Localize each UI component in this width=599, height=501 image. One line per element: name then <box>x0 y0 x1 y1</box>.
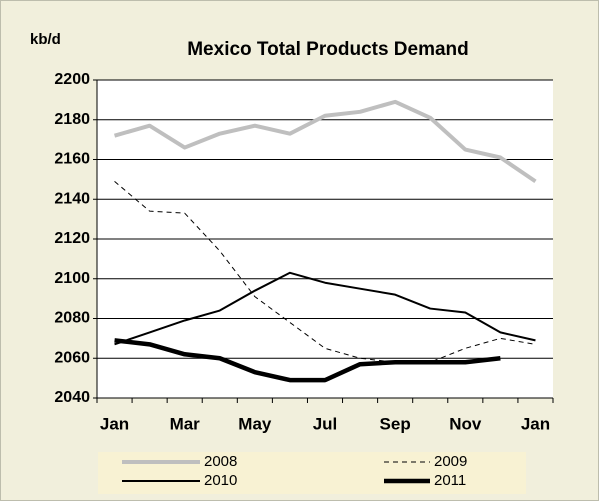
legend-label: 2011 <box>434 472 466 489</box>
series-line <box>114 271 536 346</box>
series-line <box>114 338 501 383</box>
chart-title: Mexico Total Products Demand <box>187 39 469 60</box>
x-tick-label: Mar <box>170 414 201 433</box>
y-tick-label: 2200 <box>54 71 90 88</box>
y-tick-label: 2040 <box>54 389 90 406</box>
x-tick-label: Jan <box>521 414 550 433</box>
x-tick-label: Nov <box>449 414 482 433</box>
x-tick-label: Sep <box>380 414 411 433</box>
legend-label: 2008 <box>204 453 237 470</box>
y-tick-label: 2180 <box>54 111 90 128</box>
x-tick-label: Jul <box>313 414 338 433</box>
legend-label: 2009 <box>434 453 467 470</box>
x-tick-label: Jan <box>100 414 129 433</box>
series-line <box>113 99 537 184</box>
y-tick-label: 2060 <box>54 349 90 366</box>
y-tick-label: 2140 <box>54 190 90 207</box>
y-tick-label: 2120 <box>54 230 90 247</box>
series-line <box>114 180 536 363</box>
y-axis-label: kb/d <box>30 31 61 48</box>
legend-box <box>98 452 526 494</box>
y-tick-label: 2100 <box>54 270 90 287</box>
y-tick-label: 2160 <box>54 151 90 168</box>
y-tick-label: 2080 <box>54 310 90 327</box>
x-tick-label: May <box>238 414 272 433</box>
legend-label: 2010 <box>204 472 237 489</box>
